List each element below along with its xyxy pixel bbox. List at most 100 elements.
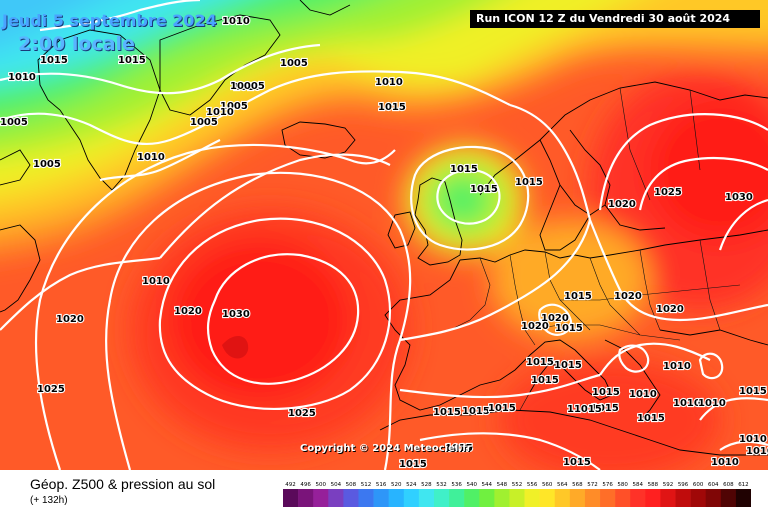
legend-value-label: 516 [376,482,387,488]
isobar-label: 1015 [118,55,146,66]
isobar-label: 1010 [663,361,691,372]
legend-color-swatch [403,489,420,507]
legend-color-swatch [509,489,525,507]
isobar-label: 1005 [0,117,28,128]
legend-value-label: 504 [331,482,342,488]
legend-value-label: 596 [678,482,689,488]
isobar-label: 1030 [222,309,250,320]
legend-value-label: 556 [527,482,538,488]
country-borders [449,87,741,411]
isobar-label: 1010 [8,72,36,83]
legend-color-swatch [554,489,571,507]
legend-color-swatch [600,489,616,507]
isobar-label: 1020 [608,199,636,210]
legend-color-swatch [539,489,556,507]
isobar-label: 1010 [375,77,403,88]
legend-value-label: 576 [602,482,613,488]
legend-value-label: 580 [617,482,628,488]
legend-value-label: 592 [663,482,674,488]
isobar-label: 1010 [673,398,701,409]
legend-value-label: 604 [708,482,719,488]
legend-color-swatch [524,489,540,507]
isobar-label: 1015 [445,443,473,454]
forecast-time: 2:00 locale [18,33,135,55]
legend-color-swatch [494,489,510,507]
legend-color-swatch [630,489,646,507]
isobar-label: 1005 [33,159,61,170]
legend-value-label: 564 [557,482,568,488]
legend-value-label: 496 [300,482,311,488]
isobar-label: 1020 [656,304,684,315]
legend-color-swatch [313,489,329,507]
isobar-label: 1010 [739,434,767,445]
legend-value-label: 584 [633,482,644,488]
isobar-label: 1015 [40,55,68,66]
isobar-label: 1015 [470,184,498,195]
color-scale-legend: 492 496 500 504 508 512 516 520 524 528 532 536 540 5… [283,482,751,507]
legend-value-label: 532 [436,482,447,488]
legend-color-swatch [433,489,450,507]
legend-color-swatch [328,489,344,507]
legend-color-swatch [705,489,722,507]
isobar-label: 1015 [378,102,406,113]
isobar-label: 1010 [137,152,165,163]
legend-color-swatch [660,489,676,507]
legend-value-label: 608 [723,482,734,488]
legend-color-swatch [464,489,480,507]
legend-value-label: 544 [482,482,493,488]
legend-color-swatch [358,489,374,507]
isobar-label: 1015 [433,407,461,418]
isobar-label: 1015 [739,386,767,397]
isobar-label: 1010 [233,82,261,93]
isobar-label: 1010 [629,389,657,400]
isobar-label: 1015 [515,177,543,188]
legend-color-swatch [735,489,751,507]
isobar-label: 1005 [280,58,308,69]
legend-value-label: 540 [466,482,477,488]
legend-value-label: 536 [451,482,462,488]
legend-value-label: 492 [285,482,296,488]
legend-color-swatch [479,489,495,507]
legend-color-swatch [645,489,661,507]
isobar-label: 1015 [555,323,583,334]
isobar-label: 1015 [450,164,478,175]
legend-value-label: 528 [421,482,432,488]
legend-value-label: 572 [587,482,598,488]
isobar-label: 1020 [174,306,202,317]
forecast-date: Jeudi 5 septembre 2024 [2,11,217,30]
isobar-label: 1020 [541,313,569,324]
copyright-notice: Copyright © 2024 Meteociel.fr [300,443,472,454]
legend-color-swatch [675,489,691,507]
isobar-label: 1005 [190,117,218,128]
isobar-label: 1025 [288,408,316,419]
isobar-label: 1015 [637,413,665,424]
legend-color-swatch [720,489,737,507]
legend-color-swatch [283,489,299,507]
legend-value-label: 612 [738,482,749,488]
legend-value-label: 500 [315,482,326,488]
legend-color-swatch [584,489,601,507]
legend-color-swatch [569,489,586,507]
isobar-lines [0,0,768,470]
footer-bar: Géop. Z500 & pression au sol (+ 132h) 49… [0,470,768,512]
legend-value-label: 588 [648,482,659,488]
legend-value-label: 524 [406,482,417,488]
legend-color-swatch [690,489,707,507]
lead-time: (+ 132h) [30,495,68,506]
model-run-label: Run ICON 12 Z du Vendredi 30 août 2024 [470,10,760,28]
isobar-label: 1010 [206,107,234,118]
isobar-label: 1020 [56,314,84,325]
legend-value-label: 568 [572,482,583,488]
legend-color-swatch [343,489,359,507]
isobar-label: 1020 [614,291,642,302]
isobar-label: 1015 [564,291,592,302]
isobar-label: 1025 [654,187,682,198]
legend-value-label: 548 [497,482,508,488]
isobar-label: 1010 [711,457,739,468]
legend-value-label: 560 [542,482,553,488]
isobar-label: 1010 [698,398,726,409]
legend-color-swatch [615,489,631,507]
